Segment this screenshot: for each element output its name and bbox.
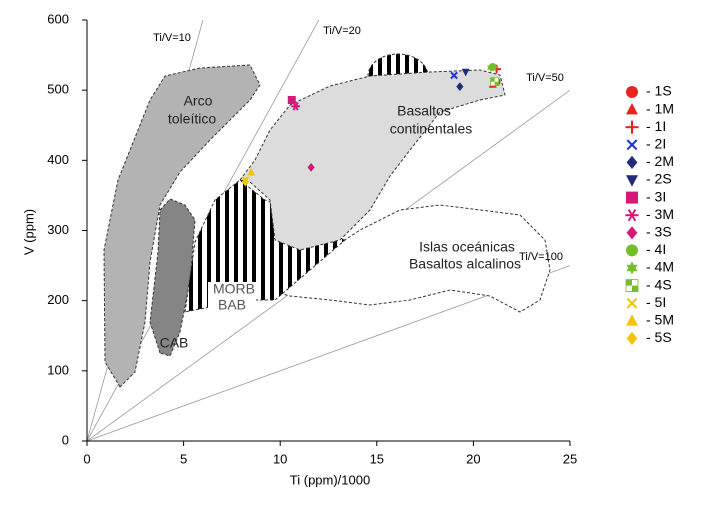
y-tick-label: 100 [47,362,69,377]
legend-marker [626,226,638,240]
marker-stroke [450,71,458,80]
field-islas [269,204,551,313]
legend-marker [626,139,638,151]
ratio-label: Ti/V=50 [526,72,564,84]
legend-marker [625,120,639,134]
field-label: continentales [390,121,473,137]
y-tick-label: 600 [47,11,69,26]
x-tick-label: 20 [466,451,480,466]
legend-label: - 3M [646,206,674,222]
legend-label: - 5M [646,312,674,328]
legend-label: - 3S [646,224,672,240]
marker-cell [632,285,638,292]
legend-marker [626,175,638,187]
x-tick-label: 0 [83,451,90,466]
marker [490,77,500,87]
legend-label: - 1I [646,118,666,134]
field-label: Islas oceánicas [419,239,515,255]
legend-label: - 4I [646,241,666,257]
legend-marker [626,261,638,275]
ratio-label: Ti/V=100 [519,251,563,263]
marker [247,167,256,176]
field-label: toleítico [168,111,216,127]
legend-label: - 4S [646,276,672,292]
legend-marker [626,297,638,309]
legend-label: - 2S [646,171,672,187]
x-tick-label: 25 [563,451,577,466]
marker-stroke [626,297,638,309]
legend-label: - 3I [646,188,666,204]
marker-stroke [627,208,637,222]
legend-marker [626,103,638,115]
ratio-label: Ti/V=10 [153,32,191,44]
marker [456,82,464,92]
label-box [208,282,256,314]
y-tick-label: 0 [62,432,69,447]
marker-stroke [292,101,299,111]
marker-cell [494,81,499,86]
legend-marker [626,244,638,257]
marker [486,63,495,73]
legend-marker [625,208,639,222]
y-tick-label: 400 [47,152,69,167]
y-axis-label: V (ppm) [21,209,36,255]
field-label: Basaltos alcalinos [409,256,521,272]
field-label: Basaltos [397,103,451,119]
x-tick-label: 15 [370,451,384,466]
field-continental [239,69,506,251]
field-label: Arco [184,93,213,109]
field-cab [149,198,196,357]
x-axis-label: Ti (ppm)/1000 [290,472,370,487]
legend-marker [626,86,638,98]
ratio-label: Ti/V=20 [323,25,361,37]
x-tick-label: 5 [180,451,187,466]
marker [287,95,296,104]
legend-label: - 4M [646,259,674,275]
x-tick-label: 10 [273,451,287,466]
legend-marker [625,279,639,293]
field-label: BAB [218,297,246,313]
legend-marker [626,331,638,345]
legend-marker [626,314,638,326]
fields [103,53,551,388]
legend-label: - 5I [646,294,666,310]
field-morb [184,179,346,313]
marker [307,162,315,172]
field-label: CAB [160,335,189,351]
legend-marker [626,155,638,169]
field-label: MORB [213,281,255,297]
y-tick-label: 500 [47,82,69,97]
marker [241,177,250,187]
legend-marker [626,191,638,204]
field-arco [103,64,261,388]
marker-cell [490,77,495,82]
legend-label: - 1M [646,100,674,116]
field-dome [367,53,429,77]
y-tick-label: 300 [47,222,69,237]
marker [450,71,458,80]
legend-label: - 2M [646,153,674,169]
legend-label: - 5S [646,329,672,345]
y-tick-label: 200 [47,292,69,307]
marker-stroke [626,139,638,151]
marker-cell [626,279,632,286]
marker [461,68,470,77]
legend-label: - 1S [646,83,672,99]
legend-label: - 2I [646,136,666,152]
marker [291,101,301,111]
